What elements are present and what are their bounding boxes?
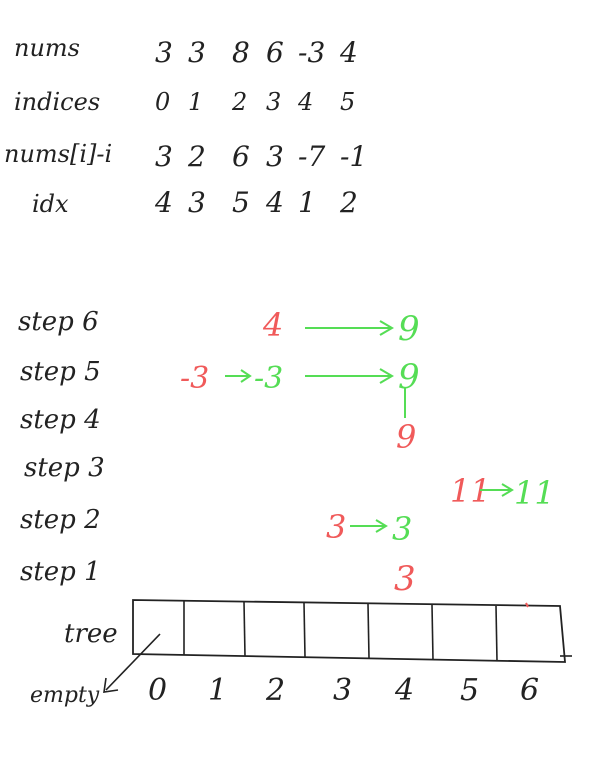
step-2-arrow-head: [375, 519, 388, 533]
table-cell-r2-c3: 3: [266, 140, 284, 173]
tree-divider-6: [495, 605, 498, 662]
step-5-value-red: -3: [180, 361, 209, 396]
table-cell-r3-c0: 4: [154, 186, 173, 219]
step-2-value-green: 3: [392, 510, 412, 548]
table-cell-r1-c1: 1: [188, 88, 203, 116]
table-cell-r0-c0: 3: [155, 36, 173, 69]
table-cell-r0-c2: 8: [232, 36, 250, 69]
tree-index-4: 4: [394, 673, 414, 708]
empty-pointer-head: [103, 677, 119, 693]
tree-index-5: 5: [460, 673, 479, 708]
row-label-nums: nums: [14, 34, 80, 62]
row-label-idx: idx: [32, 190, 69, 218]
empty-pointer-line: [105, 633, 161, 691]
tree-array: tree 0 1 2 3 4 5 6 empty: [30, 599, 572, 708]
tree-divider-4: [367, 603, 370, 659]
tree-index-0: 0: [148, 673, 167, 708]
row-label-nums-minus-i: nums[i]-i: [4, 140, 112, 168]
tree-divider-3: [303, 602, 306, 658]
step-labels: step 6 step 5 step 4 step 3 step 2 step …: [18, 307, 105, 587]
table-cell-r0-c1: 3: [188, 36, 206, 69]
step-4-content: 9: [396, 388, 416, 456]
tree-box-outline: [132, 599, 566, 663]
step-3-arrow-head: [501, 483, 514, 497]
table-cell-r0-c3: 6: [266, 36, 284, 69]
table-cell-r2-c1: 2: [187, 140, 206, 173]
values-table: nums indices nums[i]-i idx 3 3 8 6 -3 40 1 2 3 4 5…: [4, 34, 367, 219]
table-cell-r2-c2: 6: [232, 140, 250, 173]
step-6-value-green: 9: [398, 309, 420, 349]
table-cell-r3-c3: 4: [265, 186, 284, 219]
step-label-1: step 1: [20, 557, 101, 587]
tree-indices: 0 1 2 3 4 5 6: [148, 673, 539, 708]
step-3-content: 11 11: [450, 472, 555, 512]
table-cell-r3-c5: 2: [339, 186, 358, 219]
table-cell-r2-c5: -1: [340, 140, 367, 173]
tree-index-2: 2: [265, 673, 285, 708]
tree-index-6: 6: [520, 673, 539, 708]
table-cell-r1-c4: 4: [297, 88, 313, 116]
table-cell-r3-c2: 5: [232, 186, 250, 219]
table-cell-r0-c4: -3: [298, 36, 325, 69]
step-5-value-green-end: 9: [398, 357, 420, 397]
tree-divider-2: [243, 601, 246, 657]
step-6-arrow-head: [379, 320, 394, 336]
tree-cell-dividers: [183, 601, 498, 662]
step-6-value-red: 4: [262, 306, 283, 344]
step-6-content: 4 9: [262, 306, 420, 349]
step-1-value-red: 3: [394, 559, 416, 599]
step-label-5: step 5: [20, 357, 101, 387]
table-cell-r1-c2: 2: [231, 88, 247, 116]
table-cell-r2-c0: 3: [155, 140, 173, 173]
step-5-value-green: -3: [254, 361, 283, 396]
step-label-2: step 2: [20, 505, 101, 535]
step-5-arrow2-head: [379, 368, 394, 384]
tree-index-3: 3: [333, 673, 352, 708]
table-cell-r3-c1: 3: [188, 186, 206, 219]
tree-label: tree: [64, 619, 118, 649]
table-cell-r2-c4: -7: [298, 140, 325, 173]
step-3-value-green: 11: [514, 474, 555, 512]
step-4-value-red: 9: [396, 418, 416, 456]
table-cell-r1-c5: 5: [340, 88, 355, 116]
table-cell-r1-c3: 3: [266, 88, 281, 116]
tree-divider-5: [431, 604, 434, 661]
table-cell-r0-c5: 4: [339, 36, 358, 69]
step-5-arrow1-head: [240, 369, 252, 383]
tree-index-1: 1: [208, 673, 227, 708]
step-label-6: step 6: [18, 307, 99, 337]
step-1-content: 3: [394, 559, 416, 599]
table-cell-r1-c0: 0: [155, 88, 170, 116]
step-5-content: -3 -3 9: [180, 357, 420, 397]
red-tick-mark: [525, 602, 529, 608]
step-label-3: step 3: [24, 453, 105, 483]
row-label-indices: indices: [14, 88, 100, 116]
step-2-value-red: 3: [326, 508, 346, 546]
table-cell-r3-c4: 1: [298, 186, 316, 219]
empty-label: empty: [30, 683, 100, 708]
table-cells: 3 3 8 6 -3 40 1 2 3 4 53 2 6 3 -7 -14 3 5 4 1 2: [154, 36, 367, 219]
step-label-4: step 4: [20, 405, 101, 435]
step-2-content: 3 3: [326, 508, 412, 548]
